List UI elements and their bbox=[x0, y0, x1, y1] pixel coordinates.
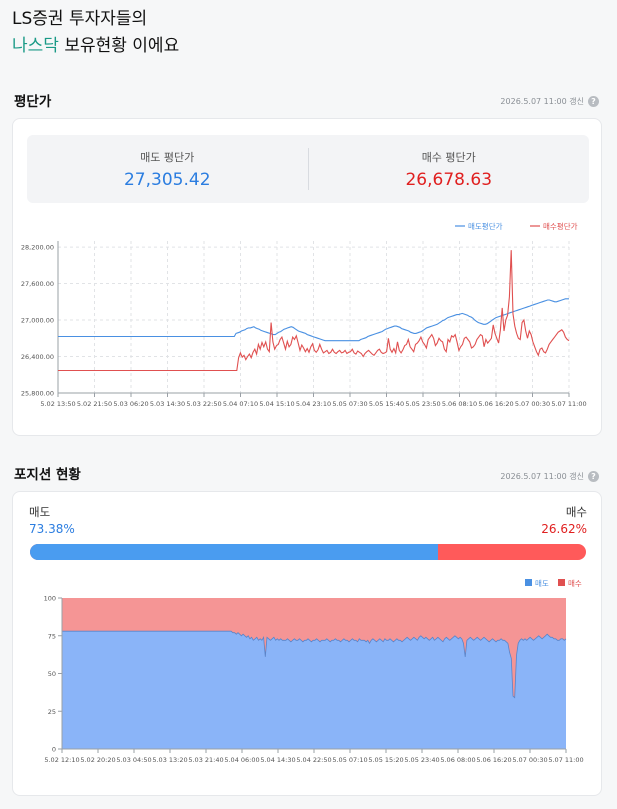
sell-avg-box: 매도 평단가 27,305.42 bbox=[27, 135, 308, 203]
sell-avg-label: 매도 평단가 bbox=[140, 151, 195, 164]
help-icon[interactable]: ? bbox=[588, 96, 599, 107]
sell-avg-value: 27,305.42 bbox=[123, 170, 211, 190]
summary-divider bbox=[307, 148, 309, 190]
sell-boundary-line bbox=[62, 630, 567, 699]
buy-position-label: 매수 bbox=[565, 505, 587, 519]
x-tick-label: 5.04 22:50 bbox=[296, 756, 331, 764]
x-tick-label: 5.02 12:10 bbox=[44, 756, 79, 764]
x-tick-label: 5.02 20:20 bbox=[80, 756, 115, 764]
legend-swatch bbox=[525, 579, 532, 586]
legend-label: 매도평단가 bbox=[468, 221, 503, 231]
x-tick-label: 5.04 06:00 bbox=[224, 756, 259, 764]
y-tick-label: 50 bbox=[48, 670, 56, 678]
y-tick-label: 25 bbox=[48, 708, 56, 716]
position-ratio-bar bbox=[30, 544, 586, 560]
headline-line2: 나스닥 보유현황 이에요 bbox=[12, 33, 179, 60]
buy-avg-label: 매수 평단가 bbox=[421, 151, 476, 164]
position-labels: 매도 73.38% 매수 26.62% bbox=[29, 504, 587, 536]
x-tick-label: 5.04 07:10 bbox=[223, 400, 258, 408]
x-tick-label: 5.07 00:30 bbox=[512, 756, 547, 764]
x-tick-label: 5.04 15:10 bbox=[259, 400, 294, 408]
position-section-title: 포지션 현황 bbox=[14, 467, 81, 483]
x-tick-label: 5.05 07:30 bbox=[332, 400, 367, 408]
x-tick-label: 5.07 11:00 bbox=[551, 400, 586, 408]
sell-position-label: 매도 bbox=[29, 505, 51, 519]
y-tick-label: 0 bbox=[52, 746, 56, 754]
avg-updated: 2026.5.07 11:00 갱신 ? bbox=[500, 96, 599, 107]
page-headline: LS증권 투자자들의 나스닥 보유현황 이에요 bbox=[12, 6, 179, 60]
buy-avg-value: 26,678.63 bbox=[405, 170, 493, 190]
avg-price-card: 매도 평단가 27,305.42 매수 평단가 26,678.63 5.02 1… bbox=[12, 118, 602, 436]
sell-ratio-fill bbox=[30, 544, 438, 560]
buy-avg-line bbox=[58, 250, 570, 372]
x-tick-label: 5.04 23:10 bbox=[296, 400, 331, 408]
buy-avg-box: 매수 평단가 26,678.63 bbox=[309, 135, 590, 203]
position-updated-text: 2026.5.07 11:00 갱신 bbox=[500, 472, 584, 481]
headline-line1: LS증권 투자자들의 bbox=[12, 9, 148, 29]
headline-rest: 보유현황 이에요 bbox=[58, 36, 180, 56]
y-tick-label: 26,400.00 bbox=[21, 353, 54, 361]
sell-position: 매도 73.38% bbox=[29, 504, 75, 536]
x-tick-label: 5.03 22:50 bbox=[186, 400, 221, 408]
x-tick-label: 5.02 21:50 bbox=[77, 400, 112, 408]
y-tick-label: 27,600.00 bbox=[21, 280, 54, 288]
sell-avg-line bbox=[58, 298, 569, 342]
x-tick-label: 5.05 23:50 bbox=[405, 400, 440, 408]
x-tick-label: 5.06 08:00 bbox=[440, 756, 475, 764]
x-tick-label: 5.04 14:30 bbox=[260, 756, 295, 764]
x-tick-label: 5.06 16:20 bbox=[476, 756, 511, 764]
y-tick-label: 100 bbox=[44, 595, 56, 603]
y-tick-label: 27,000.00 bbox=[21, 317, 54, 325]
x-tick-label: 5.05 23:40 bbox=[404, 756, 439, 764]
x-tick-label: 5.03 13:20 bbox=[152, 756, 187, 764]
avg-updated-text: 2026.5.07 11:00 갱신 bbox=[500, 97, 584, 106]
x-tick-label: 5.06 16:20 bbox=[478, 400, 513, 408]
x-tick-label: 5.03 04:50 bbox=[116, 756, 151, 764]
avg-section-title: 평단가 bbox=[14, 94, 52, 110]
position-updated: 2026.5.07 11:00 갱신 ? bbox=[500, 471, 599, 482]
x-tick-label: 5.03 14:30 bbox=[150, 400, 185, 408]
legend-label: 매수 bbox=[568, 579, 582, 588]
help-icon[interactable]: ? bbox=[588, 471, 599, 482]
x-tick-label: 5.03 21:40 bbox=[188, 756, 223, 764]
y-tick-label: 25,800.00 bbox=[21, 390, 54, 398]
x-tick-label: 5.07 00:30 bbox=[515, 400, 550, 408]
x-tick-label: 5.02 13:50 bbox=[40, 400, 75, 408]
sell-position-pct: 73.38% bbox=[29, 522, 75, 536]
x-tick-label: 5.07 11:00 bbox=[548, 756, 583, 764]
y-tick-label: 75 bbox=[48, 632, 56, 640]
x-tick-label: 5.05 07:10 bbox=[332, 756, 367, 764]
legend-label: 매수평단가 bbox=[543, 221, 578, 231]
x-tick-label: 5.05 15:20 bbox=[368, 756, 403, 764]
buy-position-pct: 26.62% bbox=[541, 522, 587, 536]
x-tick-label: 5.06 08:10 bbox=[442, 400, 477, 408]
sell-area bbox=[62, 631, 566, 749]
avg-summary: 매도 평단가 27,305.42 매수 평단가 26,678.63 bbox=[27, 135, 589, 203]
position-area-chart[interactable]: 100 75 50 25 0 5.02 12:10 5.02 20:20 5.03 04:50… bbox=[13, 576, 601, 766]
position-card: 매도 73.38% 매수 26.62% 100 75 50 25 0 5.02 12:10… bbox=[12, 491, 602, 796]
x-tick-label: 5.05 15:40 bbox=[369, 400, 404, 408]
legend-label: 매도 bbox=[535, 579, 549, 588]
headline-accent: 나스닥 bbox=[12, 36, 59, 56]
y-tick-label: 28,200.00 bbox=[21, 244, 54, 252]
avg-price-chart[interactable]: 5.02 13:50 5.02 21:50 5.03 06:20 5.03 14:30… bbox=[13, 213, 601, 433]
x-tick-label: 5.03 06:20 bbox=[113, 400, 148, 408]
legend-swatch bbox=[558, 579, 565, 586]
buy-position: 매수 26.62% bbox=[541, 504, 587, 536]
